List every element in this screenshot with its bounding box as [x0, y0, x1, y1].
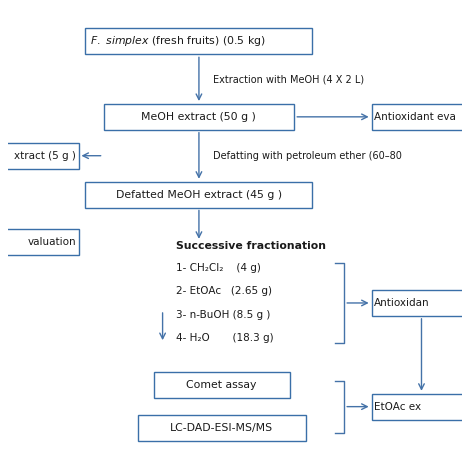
Text: MeOH extract (50 g ): MeOH extract (50 g ) [142, 112, 256, 122]
Text: Antioxidan: Antioxidan [374, 298, 429, 308]
FancyBboxPatch shape [85, 28, 312, 55]
Text: LC-DAD-ESI-MS/MS: LC-DAD-ESI-MS/MS [170, 423, 273, 433]
Text: 2- EtOAc   (2.65 g): 2- EtOAc (2.65 g) [176, 286, 272, 296]
Text: Successive fractionation: Successive fractionation [176, 241, 326, 251]
Text: Extraction with MeOH (4 X 2 L): Extraction with MeOH (4 X 2 L) [212, 74, 364, 84]
Text: 1- CH₂Cl₂    (4 g): 1- CH₂Cl₂ (4 g) [176, 263, 261, 273]
Text: EtOAc ex: EtOAc ex [374, 401, 421, 411]
FancyBboxPatch shape [372, 394, 472, 419]
Text: Defatted MeOH extract (45 g ): Defatted MeOH extract (45 g ) [116, 190, 282, 200]
Text: xtract (5 g ): xtract (5 g ) [14, 151, 76, 161]
Text: 4- H₂O       (18.3 g): 4- H₂O (18.3 g) [176, 333, 274, 343]
Text: Comet assay: Comet assay [186, 381, 257, 391]
FancyBboxPatch shape [137, 415, 306, 441]
Text: $\it{F.\ simplex}$ (fresh fruits) (0.5 kg): $\it{F.\ simplex}$ (fresh fruits) (0.5 k… [90, 35, 265, 48]
Text: Antioxidant eva: Antioxidant eva [374, 112, 456, 122]
FancyBboxPatch shape [0, 229, 79, 255]
FancyBboxPatch shape [372, 104, 472, 130]
FancyBboxPatch shape [154, 373, 290, 398]
Text: Defatting with petroleum ether (60–80: Defatting with petroleum ether (60–80 [212, 151, 401, 161]
FancyBboxPatch shape [0, 143, 79, 169]
FancyBboxPatch shape [103, 104, 294, 130]
Text: valuation: valuation [27, 237, 76, 246]
Text: 3- n-BuOH (8.5 g ): 3- n-BuOH (8.5 g ) [176, 310, 271, 320]
FancyBboxPatch shape [372, 290, 472, 316]
FancyBboxPatch shape [85, 182, 312, 208]
